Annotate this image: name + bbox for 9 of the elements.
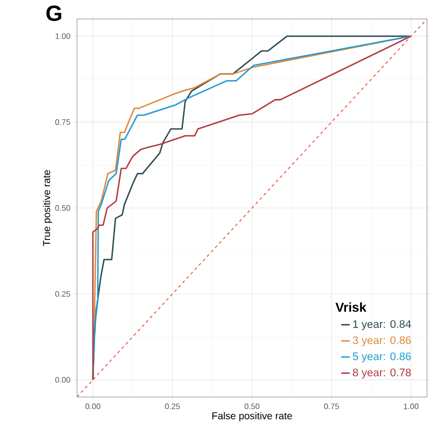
legend-label: 1 year: 0.84 [353,320,411,330]
legend-title: Vrisk [336,302,366,312]
line-series [92,35,412,381]
x-axis-title: False positive rate [212,412,292,422]
chart-title: G [46,6,62,22]
legend-label: 5 year: 0.86 [352,352,411,362]
y-axis-title: True positive rate [42,170,52,246]
legend-label: 8 year: 0.78 [352,368,411,378]
legend-label: 3 year: 0.86 [352,336,411,346]
